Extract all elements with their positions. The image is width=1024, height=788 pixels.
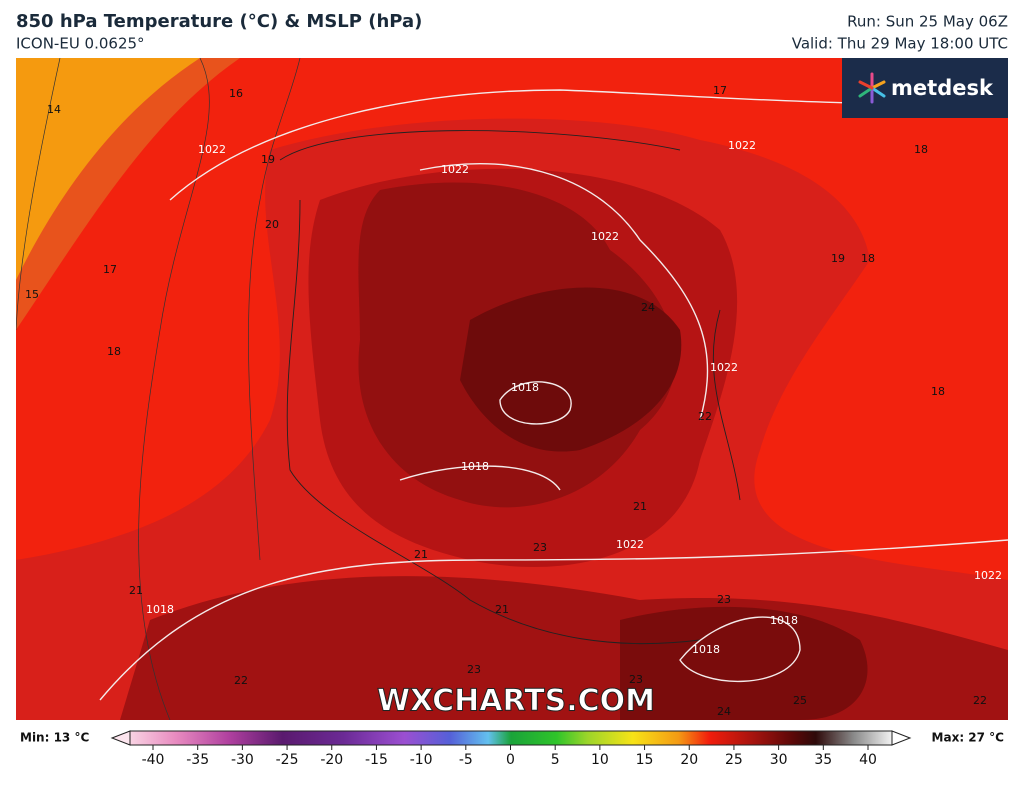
contour-label: 18 [914, 143, 928, 156]
contour-label: 1022 [710, 361, 738, 374]
colorbar-tick-label: -5 [459, 752, 473, 768]
contour-label: 16 [229, 87, 243, 100]
contour-label: 24 [641, 301, 655, 314]
contour-label: 23 [629, 673, 643, 686]
max-label: Max: 27 °C [932, 731, 1005, 745]
colorbar-ticks: -40 -35 -30 -25 -20 -15 -10 -5 0 5 10 15 20 25 30 35 40 [142, 745, 877, 768]
contour-label: 19 [831, 252, 845, 265]
contour-label: 23 [467, 663, 481, 676]
subtitle: ICON-EU 0.0625° [16, 35, 145, 53]
contour-label: 1018 [692, 643, 720, 656]
contour-label: 25 [793, 694, 807, 707]
contour-label: 1018 [770, 614, 798, 627]
contour-label: 23 [717, 593, 731, 606]
contour-label: 1018 [146, 603, 174, 616]
contour-labels: 14 16 1022 19 20 17 15 18 1022 1022 17 1022 18 19 18 24… [25, 84, 1002, 718]
colorbar [129, 730, 893, 746]
colorbar-tick-label: 15 [636, 752, 654, 768]
contour-label: 1022 [974, 569, 1002, 582]
contour-label: 1022 [441, 163, 469, 176]
colorbar-tick-label: 0 [506, 752, 515, 768]
colorbar-tick-label: 30 [770, 752, 788, 768]
colorbar-tick-label: -25 [276, 752, 299, 768]
logo-text: metdesk [891, 76, 994, 100]
contour-label: 22 [698, 410, 712, 423]
contour-label: 15 [25, 288, 39, 301]
colorbar-high-arrow [891, 730, 912, 746]
contour-label: 21 [633, 500, 647, 513]
contour-label: 17 [103, 263, 117, 276]
contour-label: 1018 [461, 460, 489, 473]
colorbar-tick-label: -15 [365, 752, 388, 768]
contour-label: 18 [931, 385, 945, 398]
colorbar-tick-label: -30 [231, 752, 254, 768]
contour-label: 22 [234, 674, 248, 687]
colorbar-tick-label: -20 [320, 752, 343, 768]
contour-label: 1022 [591, 230, 619, 243]
contour-label: 21 [414, 548, 428, 561]
colorbar-tick-label: -40 [142, 752, 165, 768]
contour-label: 18 [861, 252, 875, 265]
run-time: Run: Sun 25 May 06Z [847, 13, 1008, 31]
contour-label: 23 [533, 541, 547, 554]
contour-label: 1022 [616, 538, 644, 551]
valid-time: Valid: Thu 29 May 18:00 UTC [792, 35, 1008, 53]
colorbar-tick-label: 5 [551, 752, 560, 768]
colorbar-tick-label: 40 [859, 752, 877, 768]
contour-label: 21 [129, 584, 143, 597]
colorbar-tick-label: 20 [680, 752, 698, 768]
colorbar-tick-label: -35 [186, 752, 209, 768]
contour-label: 1022 [198, 143, 226, 156]
watermark: WXCHARTS.COM [377, 684, 655, 719]
contour-label: 17 [713, 84, 727, 97]
contour-label: 1018 [511, 381, 539, 394]
map [16, 58, 1008, 720]
colorbar-tick-label: 25 [725, 752, 743, 768]
contour-label: 18 [107, 345, 121, 358]
contour-label: 22 [973, 694, 987, 707]
contour-label: 14 [47, 103, 61, 116]
min-label: Min: 13 °C [20, 731, 89, 745]
colorbar-tick-label: -10 [410, 752, 433, 768]
colorbar-tick-label: 35 [814, 752, 832, 768]
title: 850 hPa Temperature (°C) & MSLP (hPa) [16, 11, 422, 32]
contour-label: 20 [265, 218, 279, 231]
colorbar-tick-label: 10 [591, 752, 609, 768]
contour-label: 19 [261, 153, 275, 166]
contour-label: 1022 [728, 139, 756, 152]
contour-label: 21 [495, 603, 509, 616]
logo-icon [858, 72, 886, 104]
contour-label: 24 [717, 705, 731, 718]
